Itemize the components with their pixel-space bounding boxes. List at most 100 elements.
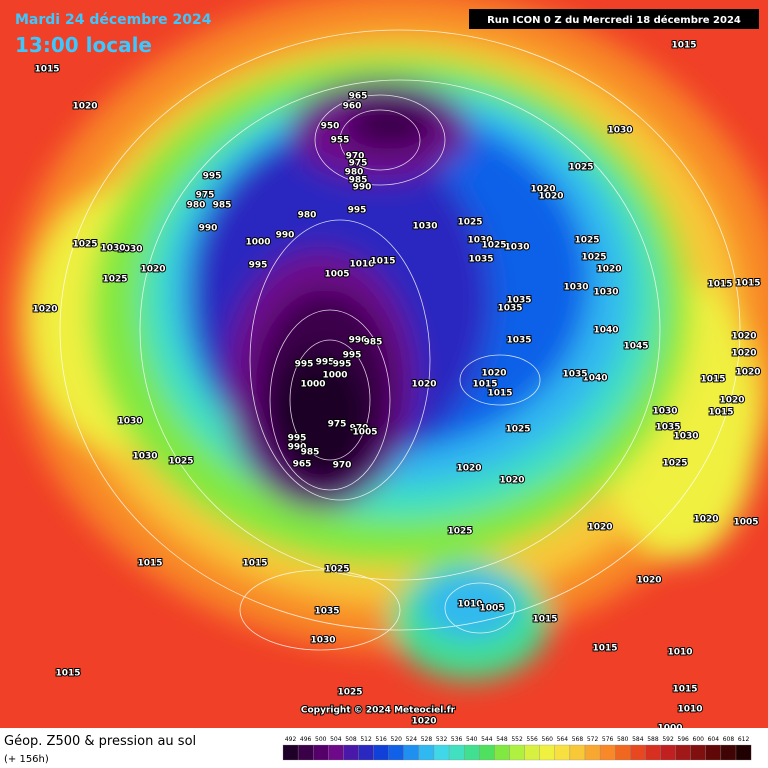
- isobar-label: 1000: [300, 380, 325, 390]
- isobar-label: 995: [316, 358, 335, 368]
- isobar-label: 990: [353, 183, 372, 193]
- isobar-label: 1030: [100, 244, 125, 254]
- isobar-label: 980: [187, 201, 206, 211]
- isobar-label: 1020: [719, 396, 744, 406]
- colorbar-label: 500: [315, 736, 327, 743]
- colorbar-label: 588: [647, 736, 659, 743]
- run-box: [469, 9, 759, 29]
- isobar-label: 1020: [636, 576, 661, 586]
- isobar-label: 1015: [735, 279, 760, 289]
- colorbar-cell: [464, 744, 480, 761]
- isobar-label: 1020: [596, 265, 621, 275]
- isobar-label: 1020: [32, 305, 57, 315]
- colorbar-cell: [479, 744, 495, 761]
- footer-lead: (+ 156h): [4, 754, 49, 765]
- isobar-label: 1030: [607, 126, 632, 136]
- colorbar-cell: [705, 744, 722, 761]
- colorbar-label: 568: [572, 736, 584, 743]
- isobar-label: 1015: [370, 257, 395, 267]
- isobar-label: 1015: [487, 389, 512, 399]
- isobar-label: 1020: [731, 332, 756, 342]
- colorbar-label: 560: [542, 736, 554, 743]
- isobar-label: 1025: [505, 425, 530, 435]
- isobar-label: 1025: [447, 527, 472, 537]
- colorbar-label: 508: [345, 736, 357, 743]
- isobar-label: 950: [321, 122, 340, 132]
- isobar-label: 1030: [117, 417, 142, 427]
- isobar-label: 1025: [324, 565, 349, 575]
- isobar-label: 1020: [530, 185, 555, 195]
- colorbar-label: 536: [451, 736, 463, 743]
- colorbar-cell: [524, 744, 540, 761]
- isobar-label: 985: [364, 338, 383, 348]
- colorbar-label: 540: [466, 736, 478, 743]
- isobar-label: 1020: [587, 523, 612, 533]
- isobar-label: 1010: [349, 260, 374, 270]
- isobar-label: 980: [345, 168, 364, 178]
- isobar-label: 1035: [468, 255, 493, 265]
- isobar-label: 1005: [324, 270, 349, 280]
- colorbar-cell: [418, 744, 435, 761]
- colorbar-label: 600: [693, 736, 705, 743]
- colorbar-cell: [645, 744, 661, 761]
- isobar-label: 1015: [532, 615, 557, 625]
- colorbar-cell: [297, 744, 314, 761]
- isobar-label: 1025: [168, 457, 193, 467]
- isobar-label: 995: [348, 206, 367, 216]
- isobar-label: 955: [331, 136, 350, 146]
- copyright: Copyright © 2024 Meteociel.fr: [301, 706, 456, 716]
- colorbar-label: 608: [723, 736, 735, 743]
- isobar-label: 970: [333, 461, 352, 471]
- colorbar-cell: [328, 744, 344, 761]
- colorbar-label: 528: [421, 736, 433, 743]
- isobar-label: 1030: [593, 288, 618, 298]
- colorbar-label: 552: [511, 736, 523, 743]
- isobar-label: 1025: [457, 218, 482, 228]
- isobar-label: 1030: [504, 243, 529, 253]
- isobar-label: 990: [349, 336, 368, 346]
- colorbar-label: 584: [632, 736, 644, 743]
- isobar-label: 985: [301, 448, 320, 458]
- isobar-label: 1020: [411, 717, 436, 727]
- isobar-label: 1035: [655, 423, 680, 433]
- isobar-label: 1030: [673, 432, 698, 442]
- isobar-label: 1025: [581, 253, 606, 263]
- colorbar-cell: [282, 744, 299, 761]
- isobar-label: 1000: [657, 724, 682, 734]
- isobar-label: 1030: [117, 245, 142, 255]
- isobar-label: 975: [196, 191, 215, 201]
- colorbar: 492 496 500 504 508 512 516 520 524 528 532 536 540 5…: [282, 736, 752, 761]
- isobar-label: 990: [288, 443, 307, 453]
- isobar-label: 995: [203, 172, 222, 182]
- isobar-label: 1020: [538, 192, 563, 202]
- isobar-label: 1005: [733, 518, 758, 528]
- colorbar-cell: [690, 744, 706, 761]
- isobar-label: 970: [346, 152, 365, 162]
- time: 13:00 locale: [15, 33, 152, 57]
- colorbar-cell: [343, 744, 359, 761]
- isobar-label: 1015: [592, 644, 617, 654]
- isobar-label: 1015: [700, 375, 725, 385]
- isobar-label: 1030: [467, 236, 492, 246]
- isobar-label: 1030: [652, 407, 677, 417]
- isobar-label: 1030: [563, 283, 588, 293]
- isobar-label: 1015: [707, 280, 732, 290]
- colorbar-cell: [615, 744, 631, 761]
- colorbar-label: 596: [677, 736, 689, 743]
- isobar-label: 965: [293, 460, 312, 470]
- isobar-label: 1025: [102, 275, 127, 285]
- isobar-label: 1035: [314, 607, 339, 617]
- colorbar-cell: [433, 744, 450, 761]
- isobar-label: 1030: [132, 452, 157, 462]
- colorbar-label: 544: [481, 736, 493, 743]
- run: Run ICON 0 Z du Mercredi 18 décembre 202…: [487, 14, 741, 26]
- isobar-label: 1020: [731, 349, 756, 359]
- isobar-label: 975: [328, 420, 347, 430]
- isobar-label: 1015: [55, 669, 80, 679]
- colorbar-label: 572: [587, 736, 599, 743]
- isobar-label: 1000: [322, 371, 347, 381]
- isobar-label: 960: [343, 102, 362, 112]
- isobar-label: 1035: [562, 370, 587, 380]
- colorbar-cell: [720, 744, 737, 761]
